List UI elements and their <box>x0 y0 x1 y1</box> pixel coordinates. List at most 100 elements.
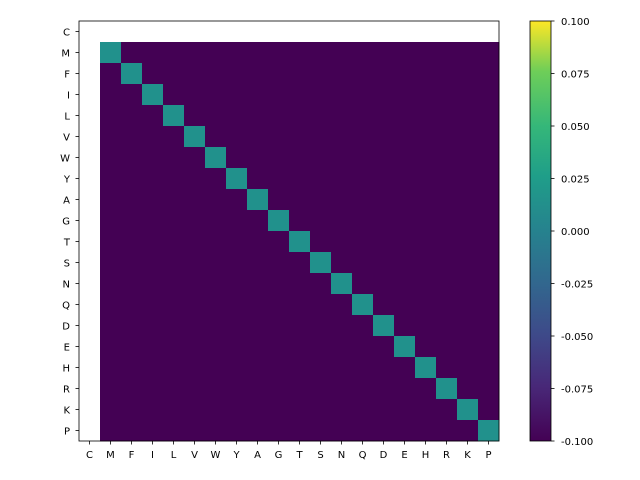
heatmap-cell-D-G <box>268 315 290 337</box>
heatmap-cell-A-A <box>247 189 269 211</box>
heatmap-cell-D-P <box>478 315 500 337</box>
heatmap-cell-M-P <box>478 42 500 64</box>
heatmap-cell-V-M <box>100 126 122 148</box>
heatmap-cell-P-Q <box>352 420 374 442</box>
heatmap-cell-A-H <box>415 189 437 211</box>
heatmap-cell-P-T <box>289 420 311 442</box>
heatmap-cell-K-H <box>415 399 437 421</box>
heatmap-cell-L-G <box>268 105 290 127</box>
heatmap-cell-S-F <box>121 252 143 274</box>
heatmap-cell-Q-S <box>310 294 332 316</box>
colorbar-tick-label-7: 0.075 <box>561 70 590 81</box>
heatmap-cell-L-V <box>184 105 206 127</box>
heatmap-cell-Q-P <box>478 294 500 316</box>
heatmap-cell-M-E <box>394 42 416 64</box>
heatmap-cell-R-E <box>394 378 416 400</box>
heatmap-cell-L-D <box>373 105 395 127</box>
heatmap-cell-I-D <box>373 84 395 106</box>
heatmap-cell-S-I <box>142 252 164 274</box>
heatmap-cell-Q-H <box>415 294 437 316</box>
heatmap-cell-V-K <box>457 126 479 148</box>
heatmap-cell-K-L <box>163 399 185 421</box>
heatmap-cell-L-I <box>142 105 164 127</box>
row-tick-label-C: C <box>63 28 70 39</box>
heatmap-cell-K-I <box>142 399 164 421</box>
heatmap-cell-Y-A <box>247 168 269 190</box>
column-tick-label-R: R <box>443 450 450 461</box>
row-tick-label-H: H <box>62 364 70 375</box>
heatmap-cell-N-P <box>478 273 500 295</box>
heatmap-cell-R-G <box>268 378 290 400</box>
heatmap-cell-W-K <box>457 147 479 169</box>
heatmap-cell-N-H <box>415 273 437 295</box>
heatmap-cell-G-R <box>436 210 458 232</box>
heatmap-cell-H-F <box>121 357 143 379</box>
heatmap-cell-L-Q <box>352 105 374 127</box>
heatmap-cell-K-W <box>205 399 227 421</box>
heatmap-cell-H-H <box>415 357 437 379</box>
heatmap-cell-I-A <box>247 84 269 106</box>
heatmap-cell-F-W <box>205 63 227 85</box>
heatmap-cell-Y-W <box>205 168 227 190</box>
heatmap-cell-H-P <box>478 357 500 379</box>
heatmap-cells <box>100 42 500 442</box>
heatmap-cell-Q-Y <box>226 294 248 316</box>
heatmap-cell-I-S <box>310 84 332 106</box>
heatmap-cell-G-Q <box>352 210 374 232</box>
heatmap-cell-N-F <box>121 273 143 295</box>
row-tick-label-L: L <box>64 112 70 123</box>
heatmap-cell-W-V <box>184 147 206 169</box>
heatmap-cell-Y-N <box>331 168 353 190</box>
heatmap-cell-N-I <box>142 273 164 295</box>
row-tick-label-Q: Q <box>62 301 70 312</box>
heatmap-cell-V-L <box>163 126 185 148</box>
heatmap-cell-Q-R <box>436 294 458 316</box>
heatmap-cell-S-R <box>436 252 458 274</box>
heatmap-cell-E-I <box>142 336 164 358</box>
heatmap-cell-S-S <box>310 252 332 274</box>
heatmap-cell-E-F <box>121 336 143 358</box>
heatmap-cell-S-L <box>163 252 185 274</box>
colorbar-tick-label-8: 0.100 <box>561 17 590 28</box>
heatmap-cell-T-T <box>289 231 311 253</box>
heatmap-cell-K-A <box>247 399 269 421</box>
heatmap-cell-F-K <box>457 63 479 85</box>
heatmap-cell-L-L <box>163 105 185 127</box>
heatmap-cell-M-S <box>310 42 332 64</box>
heatmap-cell-S-Q <box>352 252 374 274</box>
column-tick-label-Q: Q <box>359 450 367 461</box>
heatmap-cell-F-A <box>247 63 269 85</box>
heatmap-cell-L-F <box>121 105 143 127</box>
heatmap-cell-R-T <box>289 378 311 400</box>
heatmap-cell-L-S <box>310 105 332 127</box>
heatmap-cell-Q-T <box>289 294 311 316</box>
heatmap-cell-Y-G <box>268 168 290 190</box>
heatmap-cell-E-M <box>100 336 122 358</box>
heatmap-cell-V-S <box>310 126 332 148</box>
heatmap-cell-T-R <box>436 231 458 253</box>
row-tick-label-M: M <box>61 49 70 60</box>
row-tick-label-Y: Y <box>63 175 71 186</box>
heatmap-cell-Y-E <box>394 168 416 190</box>
heatmap-cell-P-V <box>184 420 206 442</box>
heatmap-cell-V-N <box>331 126 353 148</box>
heatmap-cell-S-E <box>394 252 416 274</box>
heatmap-cell-M-V <box>184 42 206 64</box>
heatmap-cell-V-A <box>247 126 269 148</box>
heatmap-cell-M-M <box>100 42 122 64</box>
heatmap-cell-M-G <box>268 42 290 64</box>
row-tick-label-S: S <box>64 259 70 270</box>
heatmap-cell-I-T <box>289 84 311 106</box>
row-tick-label-D: D <box>62 322 70 333</box>
heatmap-cell-Q-D <box>373 294 395 316</box>
heatmap-cell-G-D <box>373 210 395 232</box>
heatmap-cell-H-W <box>205 357 227 379</box>
heatmap-cell-N-D <box>373 273 395 295</box>
heatmap-cell-N-K <box>457 273 479 295</box>
heatmap-cell-E-E <box>394 336 416 358</box>
row-tick-label-F: F <box>64 70 70 81</box>
heatmap-cell-F-E <box>394 63 416 85</box>
heatmap-cell-T-H <box>415 231 437 253</box>
heatmap-cell-N-N <box>331 273 353 295</box>
heatmap-cell-W-S <box>310 147 332 169</box>
